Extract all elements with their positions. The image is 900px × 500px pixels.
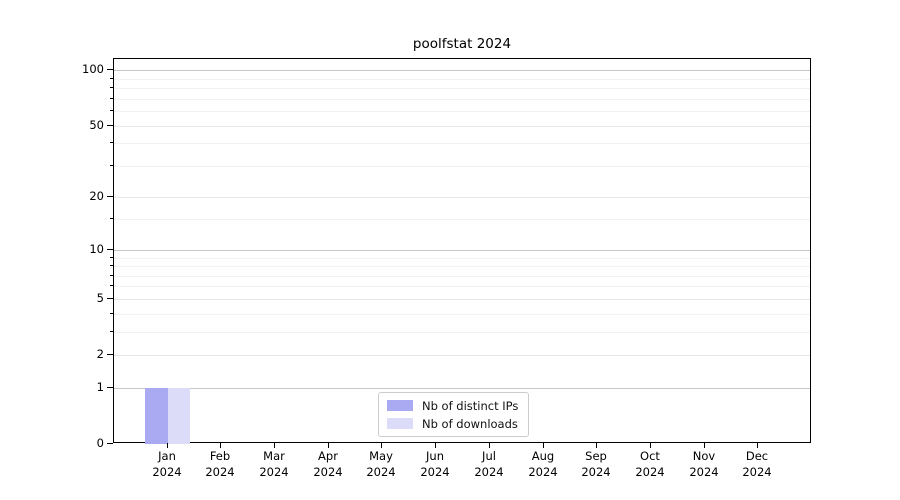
legend-swatch-distinct-ips [387,400,413,411]
bar-nb-of-distinct-ips-jan [145,387,168,444]
ytick-mark-100 [107,69,113,70]
ytick-label-50: 50 [89,118,104,132]
ytick-minor-mark-30 [110,165,113,166]
xtick-label-jul: Jul 2024 [474,449,504,479]
ytick-minor-mark-9 [110,257,113,258]
xtick-label-aug: Aug 2024 [528,449,558,479]
ytick-minor-mark-80 [110,87,113,88]
gridline-y-1 [114,388,810,389]
legend-entry-downloads: Nb of downloads [387,416,518,431]
gridline-y-50 [114,126,810,127]
ytick-minor-mark-15 [110,218,113,219]
ytick-minor-mark-6 [110,285,113,286]
chart-title: poolfstat 2024 [412,36,512,52]
xtick-label-oct: Oct 2024 [635,449,665,479]
gridline-y-10 [114,250,810,251]
gridline-y-30 [114,166,810,167]
ytick-mark-0 [107,443,113,444]
gridline-y-70 [114,99,810,100]
gridline-y-8 [114,266,810,267]
xtick-label-jan: Jan 2024 [152,449,182,479]
ytick-minor-mark-70 [110,98,113,99]
ytick-minor-mark-90 [110,78,113,79]
xtick-mark-jun [435,443,436,448]
legend-swatch-downloads [387,418,413,429]
xtick-mark-jul [489,443,490,448]
xtick-mark-oct [650,443,651,448]
gridline-y-100 [114,70,810,71]
xtick-mark-nov [704,443,705,448]
gridline-y-60 [114,111,810,112]
xtick-label-sep: Sep 2024 [581,449,611,479]
ytick-minor-mark-4 [110,313,113,314]
gridline-y-2 [114,355,810,356]
xtick-label-jun: Jun 2024 [420,449,450,479]
ytick-label-100: 100 [82,62,104,76]
gridline-y-20 [114,197,810,198]
gridline-y-3 [114,332,810,333]
xtick-mark-feb [220,443,221,448]
ytick-minor-mark-8 [110,265,113,266]
ytick-mark-10 [107,249,113,250]
ytick-label-1: 1 [96,380,104,394]
legend-label-distinct-ips: Nb of distinct IPs [422,398,519,413]
ytick-label-20: 20 [89,189,104,203]
gridline-y-9 [114,258,810,259]
ytick-mark-20 [107,196,113,197]
xtick-label-apr: Apr 2024 [313,449,343,479]
xtick-mark-aug [543,443,544,448]
bar-nb-of-downloads-jan [167,387,191,444]
xtick-label-feb: Feb 2024 [205,449,235,479]
gridline-y-5 [114,299,810,300]
gridline-y-90 [114,79,810,80]
ytick-label-2: 2 [96,347,104,361]
ytick-minor-mark-60 [110,110,113,111]
xtick-label-may: May 2024 [366,449,396,479]
ytick-mark-2 [107,354,113,355]
gridline-y-80 [114,88,810,89]
ytick-label-10: 10 [89,242,104,256]
xtick-mark-sep [596,443,597,448]
ytick-label-5: 5 [96,291,104,305]
ytick-label-0: 0 [96,436,104,450]
gridline-y-7 [114,276,810,277]
gridline-y-6 [114,286,810,287]
xtick-mark-mar [274,443,275,448]
ytick-mark-1 [107,387,113,388]
xtick-mark-may [381,443,382,448]
legend-label-downloads: Nb of downloads [422,416,518,431]
legend-entry-distinct-ips: Nb of distinct IPs [387,398,518,413]
xtick-label-nov: Nov 2024 [689,449,719,479]
ytick-minor-mark-7 [110,275,113,276]
xtick-mark-apr [328,443,329,448]
ytick-mark-50 [107,125,113,126]
ytick-minor-mark-40 [110,142,113,143]
gridline-y-4 [114,314,810,315]
xtick-label-dec: Dec 2024 [742,449,772,479]
xtick-mark-jan [167,443,168,448]
gridline-y-15 [114,219,810,220]
xtick-label-mar: Mar 2024 [259,449,289,479]
xtick-mark-dec [757,443,758,448]
gridline-y-40 [114,143,810,144]
ytick-mark-5 [107,298,113,299]
legend: Nb of distinct IPs Nb of downloads [378,392,530,437]
plot-area [113,58,811,444]
ytick-minor-mark-3 [110,331,113,332]
